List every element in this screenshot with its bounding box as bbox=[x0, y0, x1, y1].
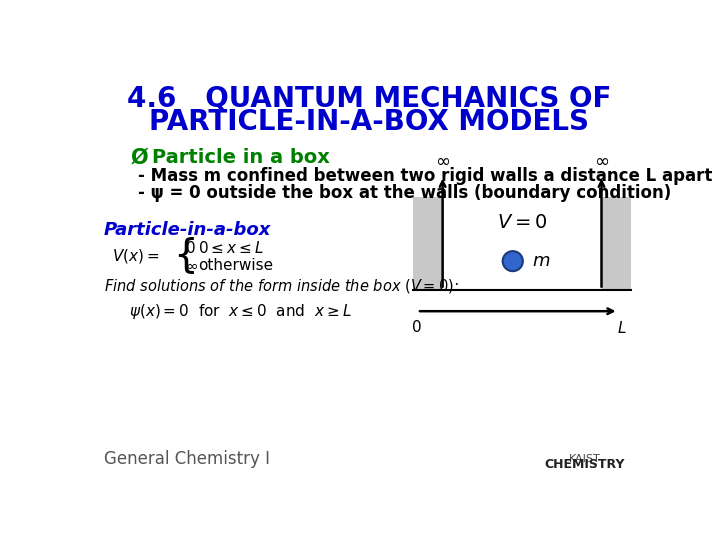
Text: $\psi(x) = 0$  for  $x \leq 0$  and  $x \geq L$: $\psi(x) = 0$ for $x \leq 0$ and $x \geq… bbox=[129, 302, 351, 321]
Bar bbox=[443, 197, 601, 289]
Circle shape bbox=[503, 251, 523, 271]
Text: Particle-in-a-box: Particle-in-a-box bbox=[104, 221, 271, 239]
Text: General Chemistry I: General Chemistry I bbox=[104, 450, 270, 468]
Text: CHEMISTRY: CHEMISTRY bbox=[544, 458, 625, 471]
Text: $0$: $0$ bbox=[184, 240, 195, 256]
Text: 4.6   QUANTUM MECHANICS OF: 4.6 QUANTUM MECHANICS OF bbox=[127, 85, 611, 113]
Text: Find solutions of the form inside the box $(V = 0)$:: Find solutions of the form inside the bo… bbox=[104, 277, 459, 295]
Text: $\infty$: $\infty$ bbox=[594, 152, 609, 170]
Text: otherwise: otherwise bbox=[199, 258, 274, 273]
Bar bbox=[413, 197, 443, 289]
Text: $0 \leq x \leq L$: $0 \leq x \leq L$ bbox=[199, 240, 264, 256]
Text: 0: 0 bbox=[413, 320, 422, 335]
Text: $V(x) =$: $V(x) =$ bbox=[112, 247, 159, 265]
Text: - Mass m confined between two rigid walls a distance L apart: - Mass m confined between two rigid wall… bbox=[138, 167, 712, 185]
Text: $L$: $L$ bbox=[617, 320, 626, 336]
Text: $\infty$: $\infty$ bbox=[184, 258, 197, 273]
Text: - ψ = 0 outside the box at the walls (boundary condition): - ψ = 0 outside the box at the walls (bo… bbox=[138, 184, 671, 202]
Text: KAIST: KAIST bbox=[569, 454, 600, 464]
Text: PARTICLE-IN-A-BOX MODELS: PARTICLE-IN-A-BOX MODELS bbox=[149, 108, 589, 136]
Text: Ø: Ø bbox=[130, 147, 148, 167]
Text: Particle in a box: Particle in a box bbox=[152, 148, 330, 167]
Bar bbox=[601, 197, 631, 289]
Text: $\{$: $\{$ bbox=[173, 235, 195, 276]
Text: $V = 0$: $V = 0$ bbox=[497, 213, 547, 232]
Text: $m$: $m$ bbox=[532, 252, 551, 270]
Text: $\infty$: $\infty$ bbox=[435, 152, 450, 170]
